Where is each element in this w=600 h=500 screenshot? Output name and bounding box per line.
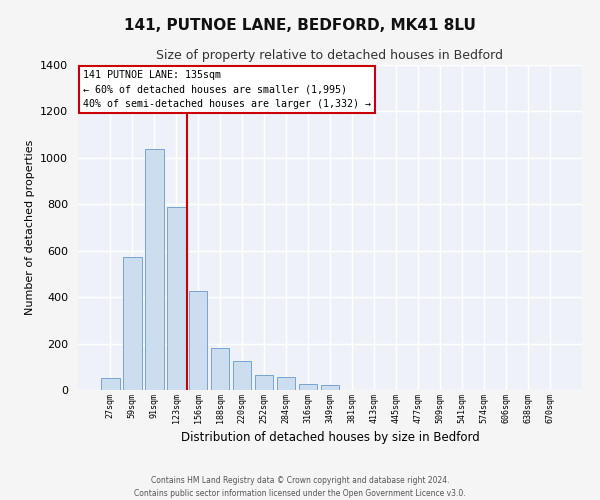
Y-axis label: Number of detached properties: Number of detached properties [25,140,35,315]
Title: Size of property relative to detached houses in Bedford: Size of property relative to detached ho… [157,50,503,62]
Text: 141 PUTNOE LANE: 135sqm
← 60% of detached houses are smaller (1,995)
40% of semi: 141 PUTNOE LANE: 135sqm ← 60% of detache… [83,70,371,110]
Bar [123,256,142,390]
Text: Contains HM Land Registry data © Crown copyright and database right 2024.
Contai: Contains HM Land Registry data © Crown c… [134,476,466,498]
Bar [320,386,340,390]
Bar [299,384,317,390]
Bar [233,361,251,390]
Bar [145,148,164,390]
Bar [189,292,208,390]
X-axis label: Distribution of detached houses by size in Bedford: Distribution of detached houses by size … [181,431,479,444]
Bar [277,377,295,390]
Bar [167,206,185,390]
Bar [255,375,274,390]
Text: 141, PUTNOE LANE, BEDFORD, MK41 8LU: 141, PUTNOE LANE, BEDFORD, MK41 8LU [124,18,476,32]
Bar [211,348,229,390]
Bar [101,378,119,390]
